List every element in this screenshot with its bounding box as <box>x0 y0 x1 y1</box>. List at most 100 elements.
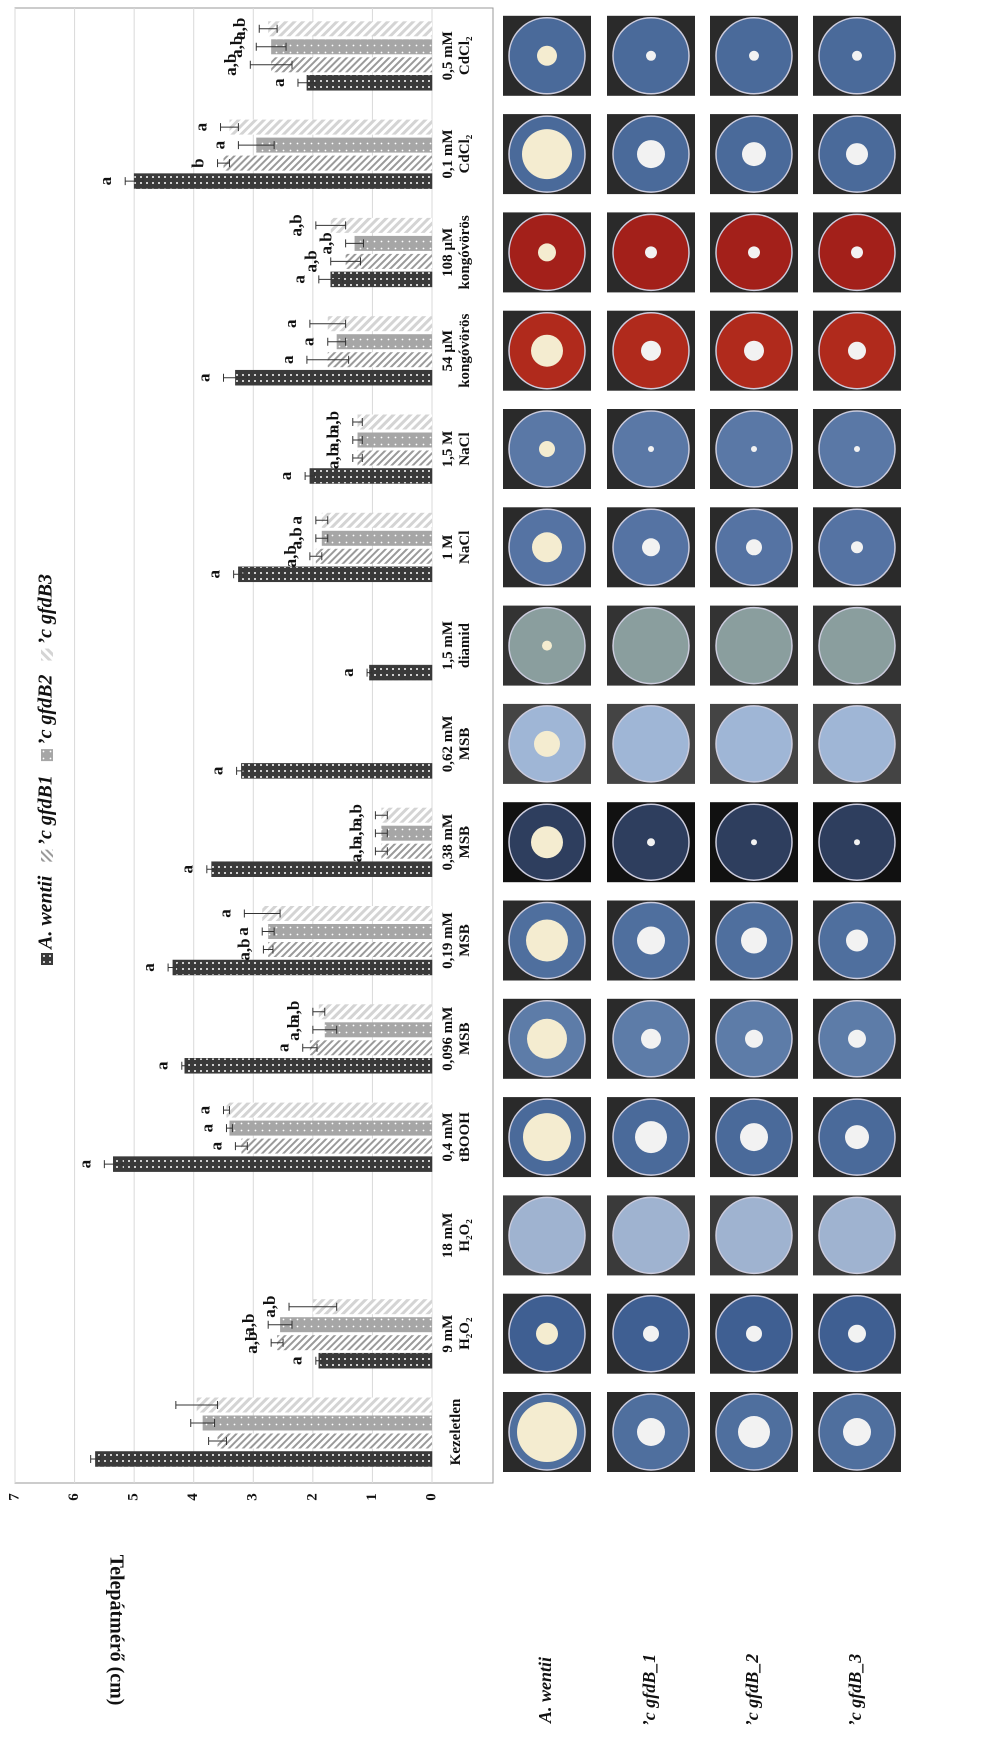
colony <box>531 826 563 858</box>
colony <box>843 1418 871 1446</box>
x-tick-label: 0,096 mMMSB <box>440 1007 473 1071</box>
bar <box>256 138 432 153</box>
x-tick-label: 0,19 mMMSB <box>440 912 473 969</box>
x-tick-label: 1 MNaCl <box>440 531 473 564</box>
bar <box>355 236 432 251</box>
bar <box>381 844 432 859</box>
data-label: a,b <box>284 1001 303 1023</box>
data-label: a <box>197 1123 216 1132</box>
bar <box>337 334 432 349</box>
x-tick-label: 0,1 mMCdCl₂ <box>440 130 473 179</box>
colony <box>748 246 760 258</box>
colony <box>745 1030 763 1048</box>
legend-swatch <box>41 850 53 862</box>
colony <box>635 1121 667 1153</box>
y-tick-label: 5 <box>126 1493 142 1501</box>
bar <box>113 1157 432 1172</box>
colony <box>744 341 764 361</box>
bar <box>268 942 432 957</box>
colony <box>517 1402 577 1462</box>
x-tick-label: 0,4 mMtBOOH <box>440 1112 473 1162</box>
bar <box>358 433 432 448</box>
y-tick-label: 7 <box>6 1493 22 1501</box>
figure: Telepátmérő (cm) 01234567Kezeletlen9 mMH… <box>0 0 993 1738</box>
legend-swatch <box>41 953 53 965</box>
y-tick-label: 6 <box>66 1493 82 1501</box>
data-label: a <box>287 516 306 525</box>
colony <box>742 142 766 166</box>
data-label: a <box>278 355 297 364</box>
data-label: a <box>153 1061 172 1070</box>
bar <box>268 924 432 939</box>
colony <box>846 143 868 165</box>
bar <box>381 826 432 841</box>
row-label: ’c gfdB_3 <box>845 1654 865 1726</box>
colony <box>646 51 656 61</box>
colony <box>527 1019 567 1059</box>
colony <box>854 446 860 452</box>
x-tick-label: 1,5 MNaCl <box>440 431 473 468</box>
bar <box>203 1416 432 1431</box>
x-tick-label: Kezeletlen <box>448 1398 464 1465</box>
colony <box>845 1125 869 1149</box>
bar <box>226 1103 432 1118</box>
data-label: a <box>269 78 288 87</box>
bar <box>218 1434 432 1449</box>
bar <box>262 906 432 921</box>
colony <box>522 129 572 179</box>
data-label: a <box>274 1043 293 1052</box>
data-label: a,b <box>346 804 365 826</box>
colony <box>523 1113 571 1161</box>
x-tick-label: 1,5 mMdiamid <box>440 621 473 670</box>
data-label: a <box>194 373 213 382</box>
colony <box>648 446 654 452</box>
petri-dish <box>613 608 689 684</box>
bar <box>369 665 432 680</box>
y-tick-label: 4 <box>185 1493 201 1501</box>
petri-dish <box>819 1197 895 1273</box>
legend-label: ’c gfdB3 <box>35 574 57 645</box>
colony <box>848 1030 866 1048</box>
x-tick-label: 0,62 mMMSB <box>440 716 473 773</box>
bar <box>319 1353 432 1368</box>
bar <box>310 1040 432 1055</box>
bar <box>307 75 432 90</box>
data-label: a <box>205 570 224 579</box>
data-label: a,b <box>239 1314 258 1336</box>
colony <box>851 246 863 258</box>
data-label: a <box>209 140 228 149</box>
bar <box>358 451 432 466</box>
colony <box>643 1326 659 1342</box>
legend-label: A. wentii <box>35 875 57 951</box>
bar <box>381 808 432 823</box>
data-label: a <box>75 1159 94 1168</box>
data-label: a <box>276 471 295 480</box>
colony <box>539 441 555 457</box>
data-label: a <box>215 909 234 918</box>
colony <box>536 1323 558 1345</box>
colony <box>848 1325 866 1343</box>
bar <box>280 1317 432 1332</box>
bar <box>241 763 432 778</box>
colony <box>741 928 767 954</box>
colony <box>746 1326 762 1342</box>
colony <box>749 51 759 61</box>
bar <box>358 415 432 430</box>
data-label: a,b <box>317 232 336 254</box>
data-label: b <box>188 158 207 167</box>
colony <box>526 920 568 962</box>
data-label: a <box>139 963 158 972</box>
bar <box>197 1398 432 1413</box>
colony <box>851 541 863 553</box>
colony <box>531 335 563 367</box>
colony <box>746 539 762 555</box>
colony <box>852 51 862 61</box>
bar <box>235 370 432 385</box>
colony <box>637 140 665 168</box>
colony <box>641 341 661 361</box>
x-tick-label: 18 mMH₂O₂ <box>440 1213 473 1258</box>
legend: A. wentii’c gfdB1’c gfdB2’c gfdB3 <box>35 574 57 965</box>
data-label: a <box>338 668 357 677</box>
data-label: a,b <box>324 411 343 433</box>
colony <box>642 538 660 556</box>
